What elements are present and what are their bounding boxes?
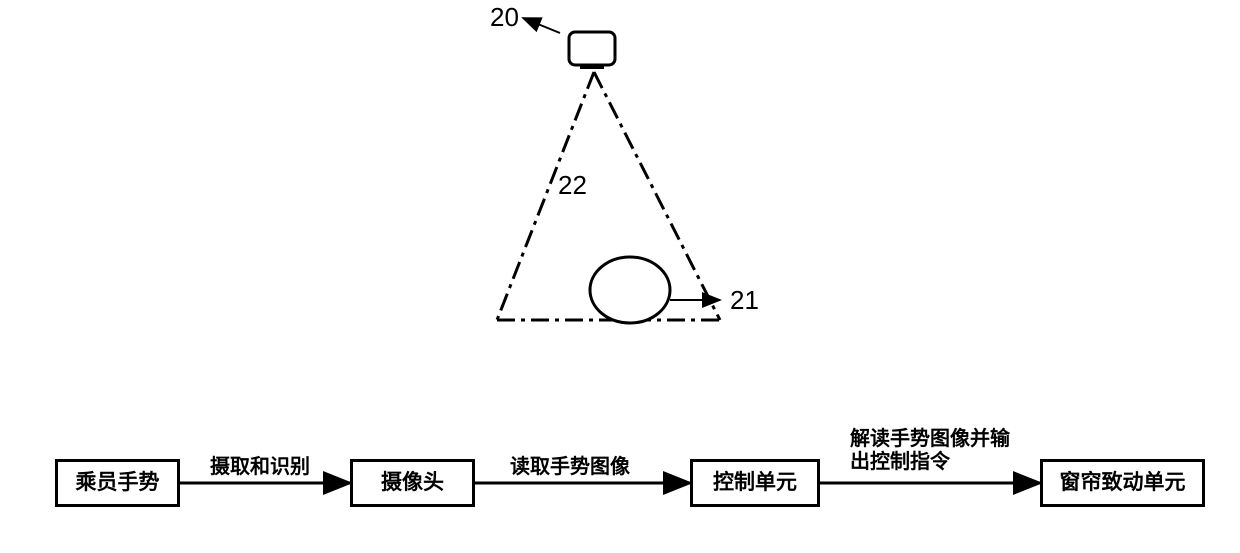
head-icon	[590, 257, 670, 323]
callout-line-20	[523, 18, 560, 33]
camera-base	[580, 65, 604, 69]
arrow-label-1: 读取手势图像	[510, 450, 630, 479]
box-gesture: 乘员手势	[55, 459, 180, 507]
arrow-label-0: 摄取和识别	[210, 450, 310, 479]
label-21: 21	[730, 285, 759, 316]
camera-icon	[569, 32, 615, 65]
arrow-label-2: 解读手势图像并输出控制指令	[850, 428, 1010, 474]
label-20: 20	[490, 2, 519, 33]
box-actuator: 窗帘致动单元	[1040, 459, 1205, 507]
box-control: 控制单元	[690, 459, 820, 507]
box-camera: 摄像头	[350, 459, 475, 507]
label-22: 22	[558, 170, 587, 201]
